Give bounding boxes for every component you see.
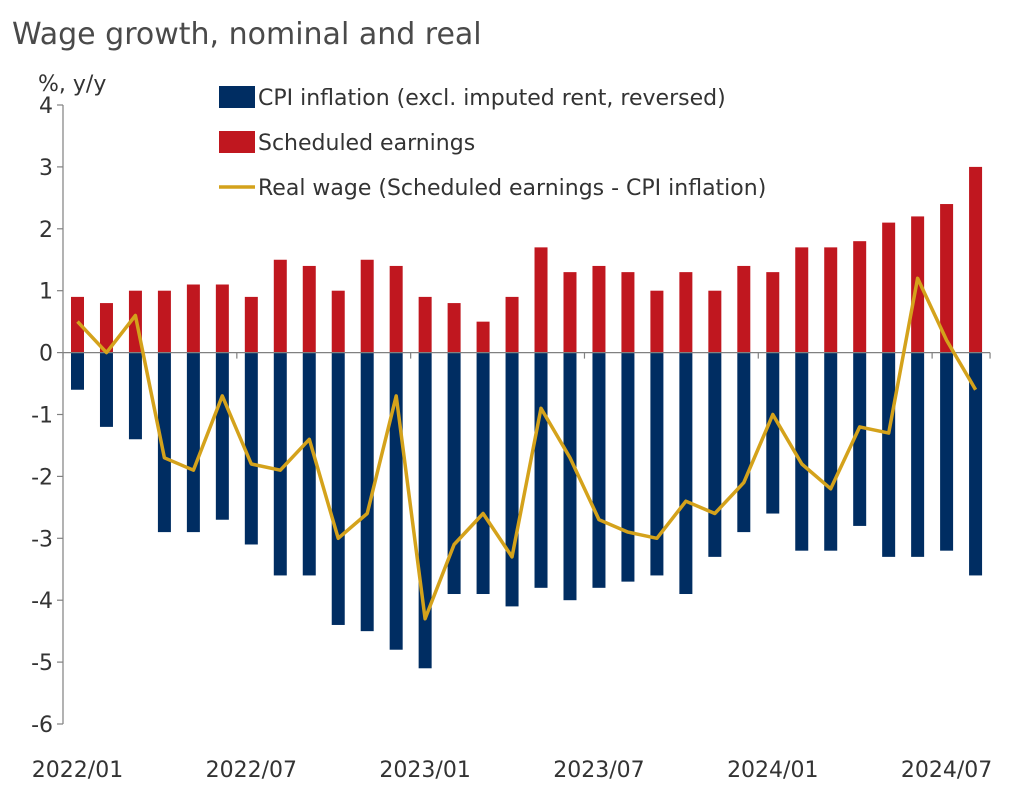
earnings-bar [679,272,693,353]
cpi-bar [940,352,954,551]
earnings-bar [215,284,229,353]
earnings-bar [795,247,809,353]
cpi-bar [592,352,606,588]
earnings-bar [505,296,519,353]
y-tick-label: 0 [39,342,53,367]
cpi-bar [71,352,84,390]
earnings-bar [71,296,84,353]
cpi-bar [853,352,867,526]
x-tick-label: 2022/01 [32,758,123,783]
cpi-bar [157,352,171,533]
cpi-bar [128,352,142,440]
cpi-bar [766,352,780,514]
y-tick-label: -4 [31,589,53,614]
y-tick-label: -6 [31,713,53,738]
cpi-bar [244,352,258,545]
earnings-bar [331,290,345,353]
earnings-bar [157,290,171,353]
earnings-bar [186,284,200,353]
x-tick-label: 2024/01 [727,758,818,783]
cpi-bar [505,352,519,607]
earnings-bar [650,290,664,353]
cpi-bar [534,352,548,588]
cpi-bar [331,352,345,625]
cpi-bar [302,352,316,576]
earnings-bar [824,247,838,353]
y-tick-label: 2 [39,218,53,243]
plot-area: 4 3 2 1 0 -1 -2 -3 -4 -5 -6 2022/01 2022/07 2023/01 20… [31,94,992,783]
earnings-bar [969,166,983,353]
earnings-bar [418,296,432,353]
earnings-bar [99,303,113,353]
cpi-bar [360,352,374,632]
earnings-bar [621,272,635,353]
cpi-bar [824,352,838,551]
cpi-bar [476,352,490,595]
y-tick-label: 4 [39,94,53,119]
x-tick-label: 2024/07 [901,758,992,783]
legend-cpi-label: CPI inflation (excl. imputed rent, rever… [258,86,726,111]
earnings-bar [882,222,896,353]
cpi-bar [708,352,722,557]
y-tick-label: -1 [31,404,53,429]
earnings-bar [563,272,577,353]
chart-title: Wage growth, nominal and real [12,17,482,52]
cpi-bar [273,352,287,576]
cpi-bar [911,352,925,557]
x-tick-label: 2022/07 [206,758,297,783]
y-axis-unit-label: %, y/y [38,72,106,97]
x-tick-label: 2023/01 [379,758,470,783]
earnings-bar [592,265,606,353]
earnings-bar [940,204,954,353]
earnings-bar [853,241,867,353]
cpi-bar [882,352,896,557]
earnings-bar [360,259,374,353]
y-tick-label: -5 [31,651,53,676]
y-tick-label: 1 [39,280,53,305]
x-tick-label: 2023/07 [553,758,644,783]
legend-real-wage-label: Real wage (Scheduled earnings - CPI infl… [258,176,766,201]
earnings-bar [534,247,548,353]
legend-cpi-swatch [219,86,255,108]
earnings-bar [708,290,722,353]
earnings-bar [476,321,490,353]
cpi-bar [215,352,229,520]
earnings-bar [447,303,461,353]
cpi-bar [795,352,809,551]
y-tick-label: -3 [31,527,53,552]
cpi-bar [737,352,751,533]
earnings-bar [389,265,403,353]
cpi-bar [99,352,113,427]
legend-earnings-swatch [219,131,255,153]
cpi-bar [186,352,200,533]
real-wage-line [76,276,978,621]
legend-earnings-label: Scheduled earnings [258,131,475,156]
earnings-bar [273,259,287,353]
cpi-bar [563,352,577,601]
earnings-bar [244,296,258,353]
legend: CPI inflation (excl. imputed rent, rever… [219,86,766,201]
cpi-bar [969,352,983,576]
cpi-bar [418,352,432,669]
cpi-bar [621,352,635,582]
cpi-bar [447,352,461,595]
earnings-bar [766,272,780,353]
earnings-bar [737,265,751,353]
y-tick-label: -2 [31,465,53,490]
cpi-bar [679,352,693,595]
y-tick-label: 3 [39,156,53,181]
cpi-bar [650,352,664,576]
earnings-bar [302,265,316,353]
